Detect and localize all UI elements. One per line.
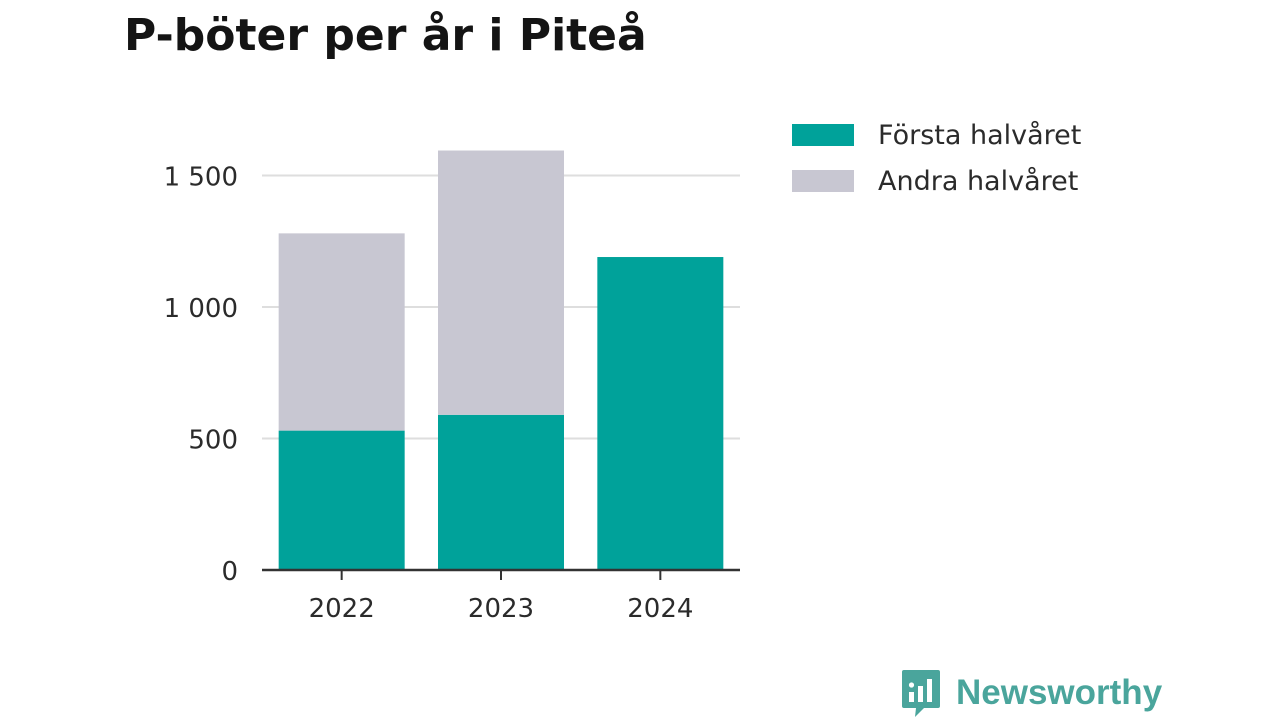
brand-logo-block: Newsworthy: [900, 668, 1162, 718]
legend: Första halvåret Andra halvåret: [792, 112, 1081, 204]
y-tick-label: 500: [188, 426, 238, 456]
y-tick-label: 0: [221, 557, 238, 587]
bar-2024-series-1: [597, 257, 724, 570]
bar-2023-series-2: [438, 150, 564, 415]
y-tick-label: 1 000: [164, 294, 238, 324]
brand-name: Newsworthy: [956, 673, 1163, 712]
legend-label-second-half: Andra halvåret: [878, 165, 1079, 197]
legend-label-first-half: Första halvåret: [878, 119, 1082, 151]
legend-swatch-first-half: [792, 124, 854, 146]
legend-swatch-second-half: [792, 170, 854, 192]
legend-item-first-half: Första halvåret: [792, 112, 1081, 158]
bar-chart-speech-bubble-icon: [902, 670, 940, 717]
bar-2022-series-2: [278, 233, 405, 431]
chart-title: P-böter per år i Piteå: [124, 10, 647, 61]
bar-2023-series-1: [438, 414, 564, 570]
x-tick-label: 2023: [468, 594, 534, 624]
y-tick-label: 1 500: [164, 163, 238, 193]
x-tick-label: 2024: [627, 594, 693, 624]
legend-item-second-half: Andra halvåret: [792, 158, 1081, 204]
x-tick-label: 2022: [309, 594, 375, 624]
bar-2022-series-1: [278, 430, 405, 570]
